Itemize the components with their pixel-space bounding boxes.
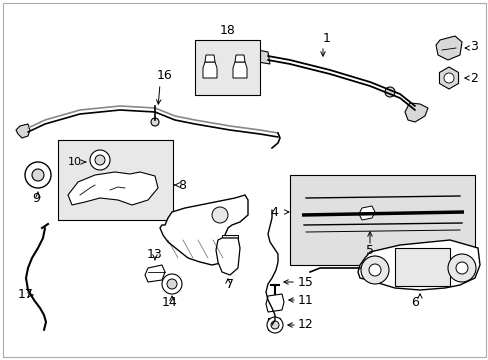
Polygon shape <box>216 238 240 275</box>
Circle shape <box>270 321 279 329</box>
Text: 14: 14 <box>162 296 178 309</box>
Bar <box>394 248 449 286</box>
Bar <box>289 175 474 265</box>
Polygon shape <box>160 195 247 265</box>
Text: 13: 13 <box>147 248 163 261</box>
Polygon shape <box>16 124 30 138</box>
Circle shape <box>455 262 467 274</box>
Circle shape <box>360 256 388 284</box>
Polygon shape <box>404 103 427 122</box>
Text: 17: 17 <box>18 288 34 302</box>
Bar <box>267 318 280 330</box>
Circle shape <box>266 317 283 333</box>
Text: 5: 5 <box>365 243 373 257</box>
Polygon shape <box>357 240 479 290</box>
Polygon shape <box>258 50 269 64</box>
Polygon shape <box>145 265 164 282</box>
Circle shape <box>167 279 177 289</box>
Polygon shape <box>358 206 374 220</box>
Circle shape <box>447 254 475 282</box>
Text: 11: 11 <box>297 293 313 306</box>
Polygon shape <box>265 294 284 312</box>
Circle shape <box>90 150 110 170</box>
Text: 3: 3 <box>469 40 477 53</box>
Circle shape <box>32 169 44 181</box>
Polygon shape <box>204 55 215 62</box>
Polygon shape <box>435 36 461 60</box>
Polygon shape <box>232 62 246 78</box>
Bar <box>222 235 238 255</box>
Text: 18: 18 <box>220 23 235 36</box>
Circle shape <box>151 118 159 126</box>
Circle shape <box>368 264 380 276</box>
Text: 12: 12 <box>297 319 313 332</box>
Text: 9: 9 <box>32 192 40 204</box>
Circle shape <box>25 162 51 188</box>
Polygon shape <box>235 55 244 62</box>
Text: 10: 10 <box>68 157 82 167</box>
Circle shape <box>443 73 453 83</box>
Text: 7: 7 <box>225 279 234 292</box>
Text: 15: 15 <box>297 275 313 288</box>
Text: 2: 2 <box>469 72 477 85</box>
Circle shape <box>212 207 227 223</box>
Circle shape <box>95 155 105 165</box>
Text: 1: 1 <box>323 32 330 45</box>
Text: 4: 4 <box>269 206 278 219</box>
Polygon shape <box>68 172 158 205</box>
Circle shape <box>384 87 394 97</box>
Text: 16: 16 <box>157 68 173 81</box>
Text: 8: 8 <box>178 179 185 192</box>
Bar <box>195 40 260 95</box>
Bar <box>58 140 173 220</box>
Circle shape <box>162 274 182 294</box>
Polygon shape <box>203 62 217 78</box>
Text: 6: 6 <box>410 296 418 309</box>
